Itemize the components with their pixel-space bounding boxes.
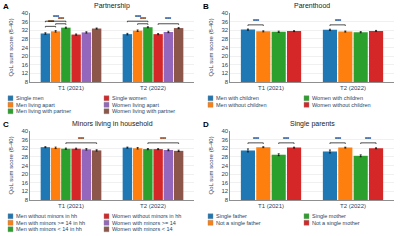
- svg-text:12: 12: [22, 70, 29, 76]
- svg-text:Women without children: Women without children: [312, 102, 371, 108]
- svg-text:T2 (2022): T2 (2022): [340, 203, 366, 209]
- svg-text:***: ***: [335, 18, 341, 24]
- svg-text:***: ***: [160, 136, 166, 142]
- svg-text:Men without minors in hh: Men without minors in hh: [16, 213, 77, 219]
- svg-text:16: 16: [22, 62, 29, 68]
- svg-text:B: B: [203, 2, 209, 11]
- svg-text:8: 8: [25, 197, 29, 203]
- svg-text:24: 24: [222, 45, 229, 51]
- svg-text:16: 16: [222, 180, 229, 186]
- svg-text:***: ***: [165, 16, 171, 22]
- svg-text:Parenthood: Parenthood: [294, 2, 330, 9]
- svg-text:Single women: Single women: [112, 95, 147, 101]
- svg-text:A: A: [3, 2, 9, 11]
- svg-text:Women without minors in hh: Women without minors in hh: [112, 213, 181, 219]
- svg-text:40: 40: [22, 128, 29, 134]
- svg-text:***: ***: [253, 18, 259, 24]
- svg-text:T2 (2022): T2 (2022): [140, 85, 166, 91]
- svg-text:8: 8: [225, 197, 229, 203]
- svg-text:T2 (2022): T2 (2022): [340, 85, 366, 91]
- svg-text:12: 12: [222, 188, 229, 194]
- svg-text:36: 36: [22, 19, 29, 25]
- svg-text:Single parents: Single parents: [290, 120, 335, 128]
- svg-text:20: 20: [22, 53, 29, 59]
- svg-text:T1 (2021): T1 (2021): [258, 203, 284, 209]
- svg-text:Not a single father: Not a single father: [216, 220, 261, 226]
- svg-text:Women living apart: Women living apart: [112, 102, 159, 108]
- svg-text:***: ***: [58, 16, 64, 22]
- svg-text:QoL sum score (8-40): QoL sum score (8-40): [8, 18, 14, 76]
- svg-text:32: 32: [22, 145, 29, 151]
- svg-text:Men without children: Men without children: [216, 102, 266, 108]
- svg-text:T1 (2021): T1 (2021): [58, 85, 84, 91]
- svg-text:20: 20: [222, 171, 229, 177]
- svg-text:***: ***: [140, 16, 146, 22]
- svg-text:24: 24: [22, 163, 29, 169]
- svg-text:8: 8: [25, 79, 29, 85]
- svg-text:40: 40: [22, 10, 29, 16]
- svg-text:Men with minors >= 14 in hh: Men with minors >= 14 in hh: [16, 220, 85, 226]
- svg-text:Men with minors < 14 in hh: Men with minors < 14 in hh: [16, 226, 82, 232]
- svg-text:***: ***: [135, 14, 141, 20]
- svg-text:28: 28: [22, 36, 29, 42]
- svg-text:28: 28: [222, 36, 229, 42]
- svg-text:Single mother: Single mother: [312, 213, 346, 219]
- svg-text:T1 (2021): T1 (2021): [258, 85, 284, 91]
- svg-text:***: ***: [283, 136, 289, 142]
- svg-text:Women with minors < 14: Women with minors < 14: [112, 226, 173, 232]
- svg-text:24: 24: [22, 45, 29, 51]
- svg-text:Men with children: Men with children: [216, 95, 259, 101]
- svg-text:***: ***: [48, 19, 54, 25]
- svg-text:QoL sum score (8-40): QoL sum score (8-40): [208, 18, 214, 76]
- svg-text:28: 28: [222, 154, 229, 160]
- svg-text:Single men: Single men: [16, 95, 44, 101]
- svg-text:C: C: [3, 120, 9, 129]
- svg-text:20: 20: [22, 171, 29, 177]
- svg-text:Women with minors >= 14: Women with minors >= 14: [112, 220, 176, 226]
- svg-text:***: ***: [365, 136, 371, 142]
- svg-text:36: 36: [22, 137, 29, 143]
- svg-text:Women with children: Women with children: [312, 95, 363, 101]
- svg-text:***: ***: [78, 136, 84, 142]
- svg-text:36: 36: [222, 19, 229, 25]
- svg-text:Minors living in household: Minors living in household: [72, 120, 153, 128]
- svg-text:T2 (2022): T2 (2022): [140, 203, 166, 209]
- svg-text:36: 36: [222, 137, 229, 143]
- svg-text:8: 8: [225, 79, 229, 85]
- svg-text:Partnership: Partnership: [94, 2, 130, 10]
- svg-text:32: 32: [22, 27, 29, 33]
- svg-text:28: 28: [22, 154, 29, 160]
- svg-text:Single father: Single father: [216, 213, 247, 219]
- svg-text:***: ***: [253, 136, 259, 142]
- svg-text:40: 40: [222, 128, 229, 134]
- svg-text:QoL sum score (8-40): QoL sum score (8-40): [208, 136, 214, 194]
- svg-text:32: 32: [222, 145, 229, 151]
- svg-text:12: 12: [22, 188, 29, 194]
- svg-text:T1 (2021): T1 (2021): [58, 203, 84, 209]
- svg-text:40: 40: [222, 10, 229, 16]
- svg-text:***: ***: [53, 14, 59, 20]
- svg-text:Women living with partner: Women living with partner: [112, 108, 175, 114]
- svg-text:***: ***: [335, 136, 341, 142]
- svg-text:D: D: [203, 120, 209, 129]
- svg-text:Men living with partner: Men living with partner: [16, 108, 71, 114]
- svg-text:20: 20: [222, 53, 229, 59]
- svg-text:16: 16: [22, 180, 29, 186]
- svg-text:Men living apart: Men living apart: [16, 102, 55, 108]
- svg-text:32: 32: [222, 27, 229, 33]
- svg-text:QoL sum score (8-40): QoL sum score (8-40): [8, 136, 14, 194]
- svg-text:12: 12: [222, 70, 229, 76]
- svg-text:Not a single mother: Not a single mother: [312, 220, 360, 226]
- svg-text:16: 16: [222, 62, 229, 68]
- svg-text:24: 24: [222, 163, 229, 169]
